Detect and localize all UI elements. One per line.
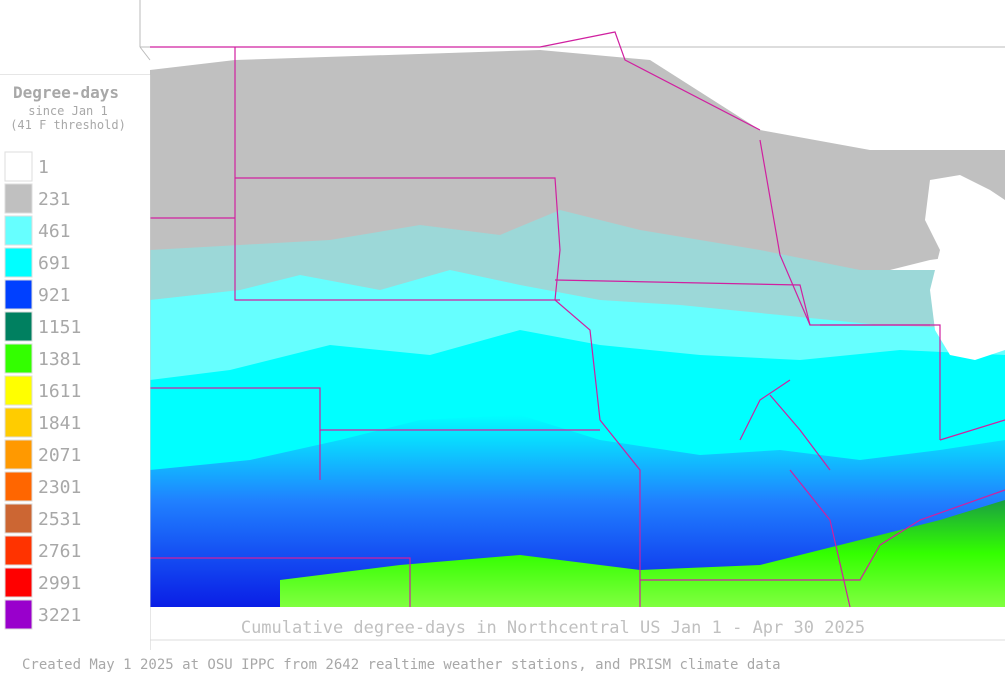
legend-label: 1841 [38,413,81,434]
legend-label: 2531 [38,509,81,530]
legend-label: 2301 [38,477,81,498]
legend-label: 2761 [38,541,81,562]
footer: Created May 1 2025 at OSU IPPC from 2642… [22,657,781,673]
legend-swatch [4,247,33,278]
legend-swatch [4,279,33,310]
legend-swatch [4,503,33,534]
map-title: Cumulative degree-days in Northcentral U… [241,618,865,638]
legend-items: 1 231 461 691 921 1151 1381 1611 1841 2071 2301 253… [4,151,81,630]
legend-swatch [4,215,33,246]
legend-swatch [4,439,33,470]
legend-swatch [4,567,33,598]
legend-label: 1381 [38,349,81,370]
legend-swatch [4,375,33,406]
legend-label: 3221 [38,605,81,626]
legend-swatch [4,151,33,182]
legend-subtitle: since Jan 1 [28,104,107,118]
region-gray [150,50,1005,290]
legend-title: Degree-days [13,83,119,102]
legend-label: 1611 [38,381,81,402]
legend-swatch [4,535,33,566]
legend-label: 231 [38,189,71,210]
legend-label: 461 [38,221,71,242]
legend-label: 2991 [38,573,81,594]
legend-label: 921 [38,285,71,306]
legend-label: 2071 [38,445,81,466]
legend-subtitle: (41 F threshold) [10,118,126,132]
legend-swatch [4,183,33,214]
legend-label: 1 [38,157,49,178]
state-borders [150,31,1005,608]
legend-label: 691 [38,253,71,274]
lake [925,175,1005,360]
legend-swatch [4,471,33,502]
legend-swatch [4,407,33,438]
legend-label: 1151 [38,317,81,338]
legend-swatch [4,599,33,630]
legend-swatch [4,311,33,342]
legend-swatch [4,343,33,374]
map [139,0,1005,608]
